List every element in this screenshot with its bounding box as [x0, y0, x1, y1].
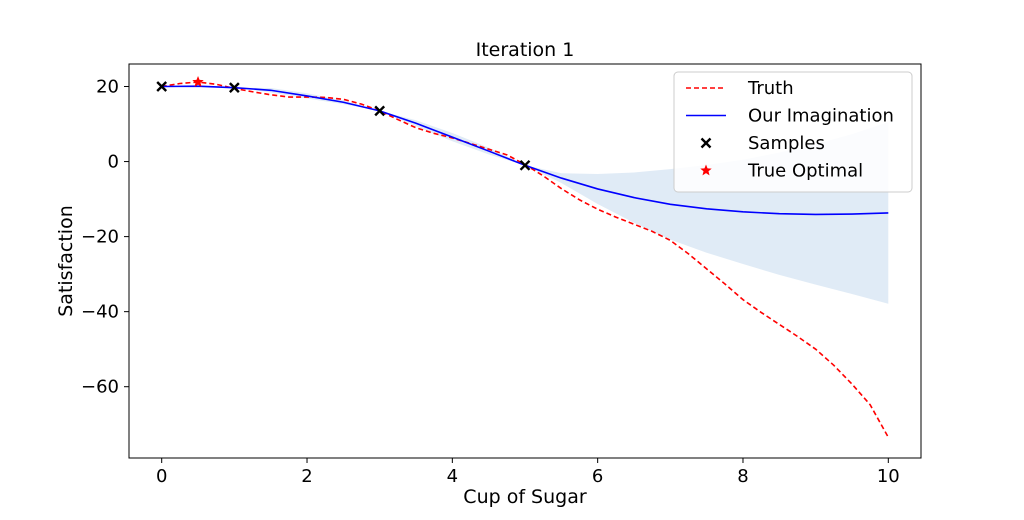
- sample-point-marker: [519, 159, 531, 171]
- legend-samples-swatch: [700, 137, 712, 149]
- markers-layer: [156, 76, 531, 171]
- uncertainty-band: [161, 85, 889, 304]
- x-tick-label: 2: [301, 466, 312, 487]
- y-tick-label: −60: [81, 377, 119, 398]
- x-axis-label: Cup of Sugar: [463, 486, 587, 508]
- x-tick-label: 8: [737, 466, 748, 487]
- y-tick-label: 20: [96, 77, 119, 98]
- y-tick-label: −20: [81, 227, 119, 248]
- x-tick-label: 0: [156, 466, 167, 487]
- legend-label: Truth: [747, 78, 794, 99]
- chart-title: Iteration 1: [476, 39, 575, 61]
- uncertainty-band-layer: [161, 85, 889, 304]
- legend-label: Our Imagination: [748, 106, 894, 127]
- y-tick-label: −40: [81, 302, 119, 323]
- legend-label: True Optimal: [747, 161, 863, 182]
- legend-box: [673, 71, 913, 193]
- legend-true-optimal-swatch: [700, 164, 712, 176]
- sample-point-marker: [156, 81, 168, 92]
- legend-label: Samples: [748, 133, 825, 154]
- y-tick-label: 0: [108, 152, 119, 173]
- sample-point-marker: [374, 105, 386, 117]
- x-tick-label: 6: [592, 466, 603, 487]
- true-optimal-marker: [192, 76, 204, 87]
- x-tick-label: 10: [877, 466, 900, 487]
- legend: Truth Our Imagination Samples True Optimal: [673, 71, 913, 193]
- sample-point-marker: [229, 82, 240, 93]
- y-axis-label: Satisfaction: [55, 205, 77, 317]
- x-tick-label: 4: [447, 466, 458, 487]
- plot-area-frame: [128, 63, 922, 459]
- axis-ticks-layer: 0 2 4 6 8 10 20 0 −20 −40 −60: [81, 77, 900, 487]
